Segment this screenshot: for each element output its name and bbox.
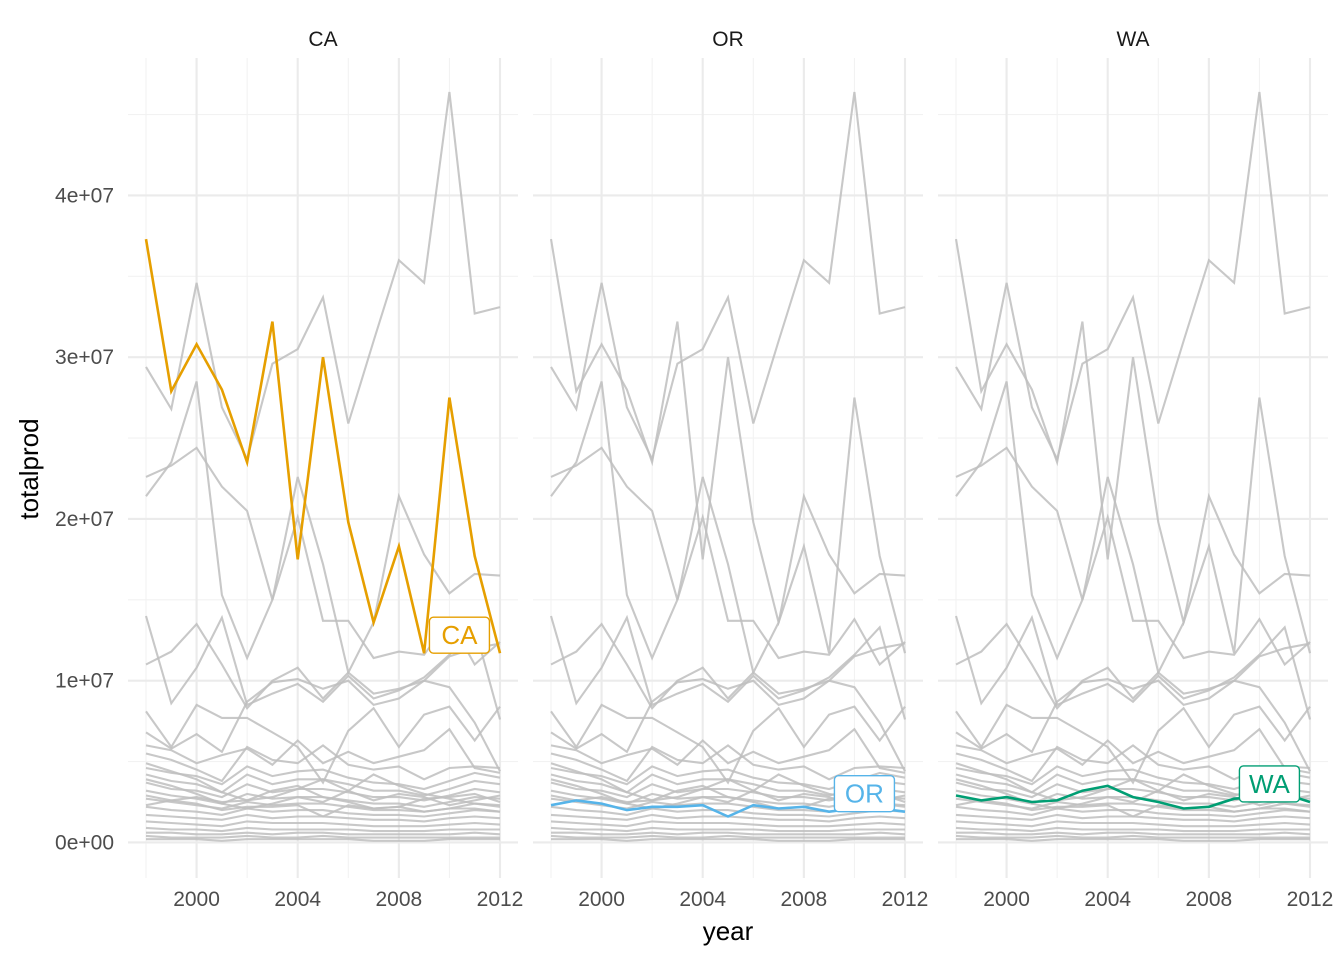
background-series-line	[145, 834, 500, 839]
x-tick-label: 2004	[1084, 888, 1131, 911]
background-series-line	[955, 678, 1311, 772]
x-tick-label: 2000	[173, 888, 220, 911]
background-series-line	[955, 826, 1310, 833]
background-series-line	[550, 805, 906, 818]
background-series-line	[955, 703, 1311, 785]
x-tick-label: 2000	[578, 888, 625, 911]
background-series-line	[551, 838, 905, 842]
background-series-line	[550, 91, 906, 463]
background-series-line	[550, 744, 906, 783]
facet-strip-label: OR	[712, 28, 744, 51]
facet-strip-label: CA	[308, 28, 337, 51]
background-series-line	[954, 238, 1312, 654]
background-series-line	[955, 91, 1311, 463]
y-tick-label: 4e+07	[55, 184, 114, 207]
facet-panels: CA CA 2000 2004 2008 2012 OR OR 2000 2004 2008 2012…	[128, 28, 1333, 911]
background-series-line	[954, 614, 1312, 720]
background-series-line	[956, 838, 1310, 842]
background-series-line	[146, 838, 500, 842]
background-series-line	[549, 238, 907, 654]
background-series-line	[549, 614, 907, 720]
y-axis: 0e+00 1e+07 2e+07 3e+07 4e+07	[55, 184, 114, 854]
x-tick-label: 2008	[1185, 888, 1232, 911]
x-tick-label: 2004	[679, 888, 726, 911]
y-tick-label: 2e+07	[55, 508, 114, 531]
background-series-line	[145, 826, 500, 833]
background-series-line	[145, 622, 501, 710]
background-series-line	[550, 678, 906, 772]
facet-strip-label: WA	[1116, 28, 1149, 51]
facet-panel-or: OR OR 2000 2004 2008 2012	[533, 28, 928, 911]
x-tick-label: 2004	[274, 888, 321, 911]
background-series-line	[146, 831, 501, 836]
x-tick-label: 2012	[477, 888, 524, 911]
background-series-line	[145, 762, 501, 807]
x-tick-label: 2012	[1287, 888, 1334, 911]
series-label-box	[833, 774, 896, 813]
y-axis-title: totalprod	[14, 418, 44, 519]
background-series-line	[550, 727, 906, 774]
background-series-line	[955, 622, 1311, 710]
background-series-line	[955, 805, 1311, 818]
background-series-line	[955, 446, 1311, 676]
background-series-line	[145, 765, 501, 791]
background-series-line	[551, 831, 906, 836]
background-series-line	[955, 820, 1311, 828]
x-axis-title: year	[703, 916, 754, 946]
background-series-line	[145, 820, 501, 828]
background-series-line	[145, 703, 501, 785]
background-series-line	[955, 797, 1311, 813]
series-label: CA	[441, 620, 478, 650]
background-series-line	[145, 813, 501, 823]
background-series-line	[145, 773, 501, 810]
background-series-line	[550, 703, 906, 785]
facet-panel-ca: CA CA 2000 2004 2008 2012	[128, 28, 523, 911]
x-tick-label: 2000	[983, 888, 1030, 911]
background-series-line	[955, 727, 1311, 774]
series-label: OR	[845, 779, 884, 809]
background-series-line	[145, 797, 501, 813]
x-tick-label: 2008	[780, 888, 827, 911]
background-series-line	[145, 91, 501, 463]
background-series-line	[145, 727, 501, 774]
series-label-box	[1238, 765, 1301, 803]
background-series-line	[550, 381, 906, 667]
background-series-line	[955, 381, 1311, 667]
x-tick-label: 2008	[375, 888, 422, 911]
background-series-line	[145, 744, 501, 783]
highlight-series-line	[144, 238, 502, 654]
background-series-line	[145, 678, 501, 772]
y-tick-label: 0e+00	[55, 831, 114, 854]
background-series-line	[956, 831, 1311, 836]
background-series-line	[144, 614, 502, 720]
background-series-line	[550, 834, 905, 839]
background-series-line	[145, 805, 501, 818]
y-tick-label: 1e+07	[55, 670, 114, 693]
facet-panel-wa: WA WA 2000 2004 2008 2012	[938, 28, 1333, 911]
background-series-line	[955, 813, 1311, 823]
series-label-box	[428, 616, 491, 654]
x-tick-label: 2012	[882, 888, 929, 911]
background-series-line	[550, 820, 906, 828]
background-series-line	[550, 446, 906, 676]
y-tick-label: 3e+07	[55, 346, 114, 369]
background-series-line	[550, 826, 905, 833]
series-label: WA	[1249, 769, 1291, 799]
background-series-line	[955, 834, 1310, 839]
background-series-line	[550, 622, 906, 710]
